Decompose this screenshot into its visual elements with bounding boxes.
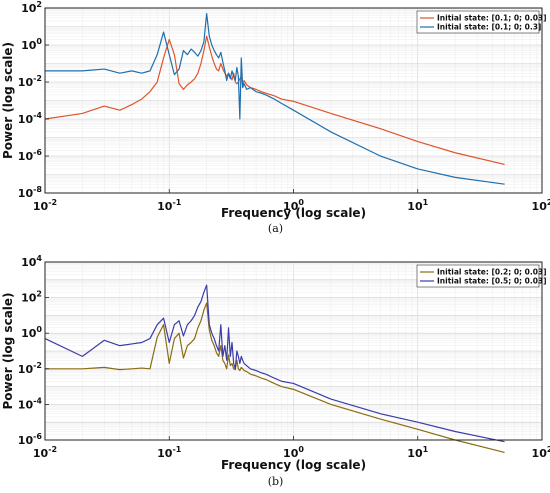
panel-1-y-tick-label: 10-2 xyxy=(18,361,42,376)
panel-1-y-tick-label: 10-6 xyxy=(18,432,43,447)
panel-1-legend-label-1: Initial state: [0.5; 0; 0.03] xyxy=(437,277,547,286)
panel-0-y-tick-label: 10-6 xyxy=(18,148,43,163)
panel-0-x-tick-label: 10-1 xyxy=(157,198,182,213)
panel-1-x-tick-label: 101 xyxy=(407,445,428,460)
panel-1-y-tick-label: 104 xyxy=(21,254,42,269)
panel-1-series-0-line xyxy=(45,302,505,454)
panel-0-y-tick-label: 10-4 xyxy=(18,111,43,126)
panel-1-legend: Initial state: [0.2; 0; 0.03]Initial sta… xyxy=(416,264,547,288)
panel-1: 10-2 10-1 100 101 102 10-6 10-4 10-2 100 102 104 Fr… xyxy=(1,254,550,488)
panel-0-x-tick-label: 101 xyxy=(407,198,428,213)
panel-0-legend-label-0: Initial state: [0.1; 0; 0.03] xyxy=(437,14,547,23)
panel-1-legend-box xyxy=(416,264,540,288)
panel-1-series-1-line xyxy=(44,284,505,443)
panel-0-y-axis-label: Power (log scale) xyxy=(1,42,15,159)
panel-0-x-tick-label: 10-2 xyxy=(33,198,57,213)
panel-0: 10-2 10-1 100 101 102 10-8 10-6 10-4 10-2 100 102 F… xyxy=(1,0,550,235)
panel-1-x-axis-label: Frequency (log scale) xyxy=(221,458,366,472)
panel-1-y-tick-label: 10-4 xyxy=(18,396,43,411)
panel-0-x-tick-label: 100 xyxy=(283,198,304,213)
panel-0-legend-label-1: Initial state: [0.1; 0; 0.3] xyxy=(437,23,541,32)
panel-0-y-tick-label: 100 xyxy=(21,37,42,52)
panel-0-x-axis-label: Frequency (log scale) xyxy=(221,206,366,220)
panel-0-legend-box xyxy=(416,10,540,34)
panel-0-y-tick-label: 102 xyxy=(21,0,42,15)
panel-1-legend-label-0: Initial state: [0.2; 0; 0.03] xyxy=(437,268,547,277)
panel-0-caption: (a) xyxy=(268,222,283,235)
panel-1-x-tick-label: 100 xyxy=(283,445,304,460)
panel-1-y-tick-label: 100 xyxy=(21,325,42,340)
panel-1-y-tick-label: 102 xyxy=(21,290,42,305)
panel-0-x-tick-label: 102 xyxy=(532,198,550,213)
panel-1-y-axis-label: Power (log scale) xyxy=(1,292,15,409)
panel-0-series-1-line xyxy=(45,12,505,185)
panel-1-x-tick-label: 102 xyxy=(532,445,550,460)
panel-1-x-tick-label: 10-2 xyxy=(33,445,57,460)
panel-0-y-tick-label: 10-8 xyxy=(18,185,43,200)
panel-0-legend: Initial state: [0.1; 0; 0.03]Initial sta… xyxy=(416,10,547,34)
panel-0-y-tick-label: 10-2 xyxy=(18,74,42,89)
panel-1-caption: (b) xyxy=(268,475,284,488)
panel-1-x-tick-label: 10-1 xyxy=(157,445,182,460)
